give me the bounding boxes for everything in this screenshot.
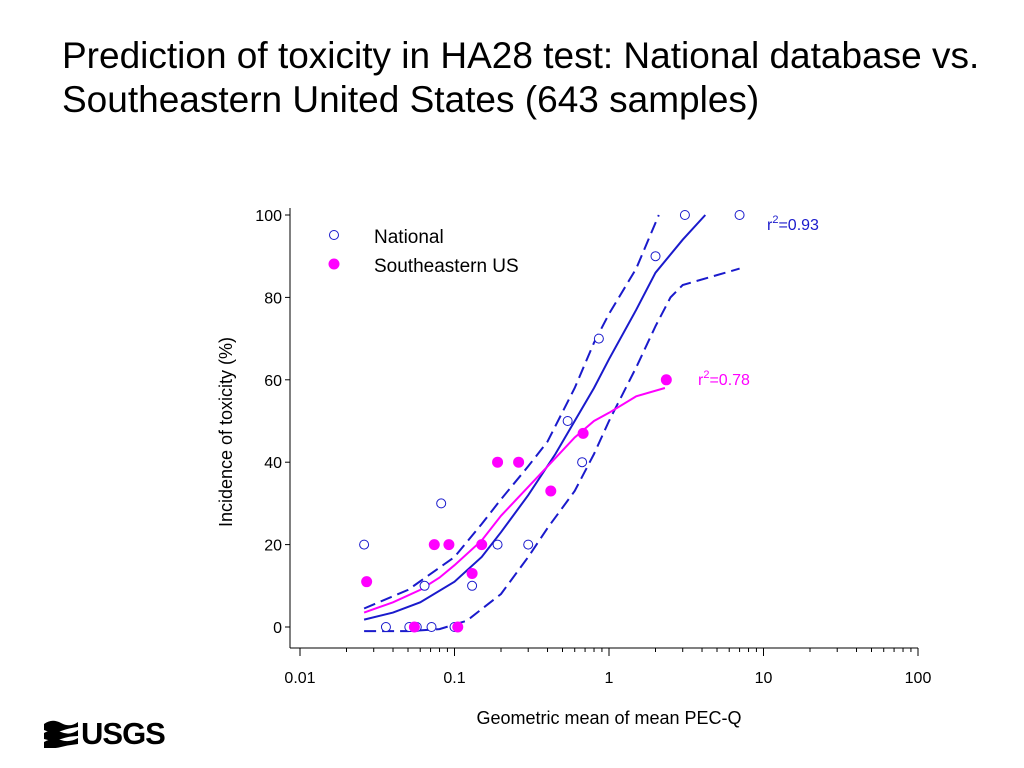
national-point — [523, 539, 534, 550]
national-point — [359, 539, 370, 550]
southeastern-point — [428, 539, 440, 551]
slide-title: Prediction of toxicity in HA28 test: Nat… — [62, 35, 980, 121]
national-point — [593, 333, 604, 344]
national-point — [650, 251, 661, 262]
national-point — [734, 210, 745, 220]
chart-legend: National Southeastern US — [328, 227, 519, 277]
southeastern-point — [577, 427, 589, 439]
x-axis-label: Geometric mean of mean PEC-Q — [476, 708, 741, 728]
legend-national-label: National — [374, 227, 444, 248]
national-point — [467, 580, 478, 591]
chart-ticks: 0 20 40 60 80 100 0.01 0.1 1 10 100 — [255, 208, 931, 687]
national-r2-label: r2=0.93 — [767, 214, 819, 234]
national-point — [492, 539, 503, 550]
y-tick-label: 20 — [264, 538, 282, 555]
southeastern-point — [545, 485, 557, 497]
southeastern-point — [492, 456, 504, 468]
legend-southeastern-label: Southeastern US — [374, 256, 519, 277]
y-tick-label: 60 — [264, 373, 282, 390]
y-tick-label: 0 — [273, 620, 282, 637]
legend-southeastern-marker — [328, 258, 340, 270]
national-point — [679, 210, 690, 220]
y-tick-label: 80 — [264, 290, 282, 307]
national-point — [436, 498, 447, 509]
chart-points — [359, 210, 745, 633]
national-point — [562, 416, 573, 426]
national-ci-upper — [363, 214, 660, 610]
chart-curves — [363, 214, 740, 633]
national-fit-curve — [363, 214, 707, 621]
southeastern-r2-label: r2=0.78 — [698, 369, 750, 389]
southeastern-point — [361, 576, 373, 588]
national-point — [419, 580, 430, 591]
southeastern-point — [443, 539, 455, 551]
x-tick-label: 0.1 — [443, 670, 465, 687]
national-point — [380, 622, 391, 632]
x-tick-label: 100 — [905, 670, 932, 687]
national-ci-lower — [364, 267, 740, 633]
national-point — [577, 457, 588, 468]
chart-labels: Geometric mean of mean PEC-Q Incidence of… — [216, 214, 819, 728]
x-tick-label: 0.01 — [284, 670, 315, 687]
y-tick-label: 100 — [255, 208, 282, 225]
southeastern-point — [466, 567, 478, 579]
national-point — [426, 622, 437, 632]
usgs-logo-text: USGS — [81, 715, 166, 751]
southeastern-point — [452, 621, 464, 633]
y-axis-label: Incidence of toxicity (%) — [216, 337, 236, 527]
legend-national-marker — [329, 230, 339, 240]
x-tick-label: 1 — [605, 670, 614, 687]
x-tick-label: 10 — [755, 670, 773, 687]
southeastern-point — [513, 456, 525, 468]
usgs-logo: USGS — [44, 715, 166, 751]
southeastern-point — [476, 539, 488, 551]
chart-axes — [289, 208, 918, 649]
southeastern-point — [660, 374, 672, 386]
y-tick-label: 40 — [264, 455, 282, 472]
southeastern-point — [408, 621, 420, 633]
southeastern-fit-curve — [363, 387, 666, 614]
usgs-wave-icon — [44, 720, 78, 748]
